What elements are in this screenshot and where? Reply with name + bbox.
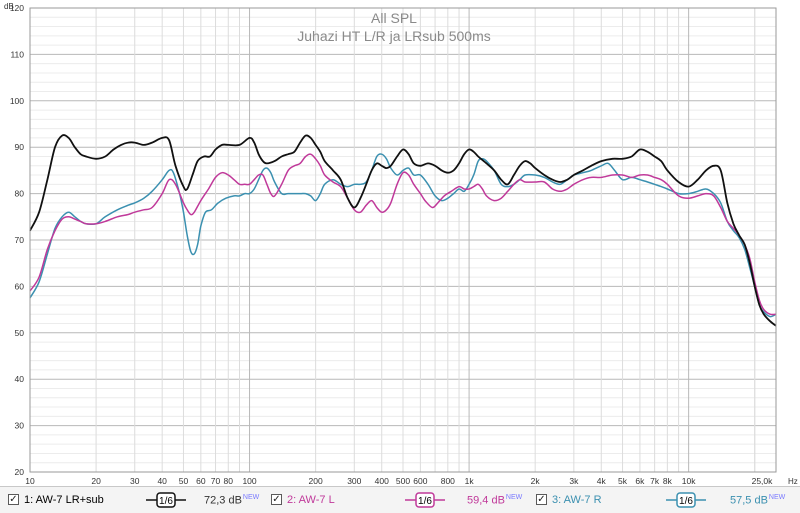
chart-grid: [29, 7, 776, 473]
legend-label-lr-sub: 1: AW-7 LR+sub: [24, 494, 104, 506]
y-tick-label: 80: [15, 189, 25, 199]
checkbox-lr-sub[interactable]: ✓: [8, 494, 19, 505]
x-tick-label: 7k: [650, 476, 660, 486]
x-tick-label: 3k: [569, 476, 579, 486]
y-tick-label: 30: [15, 421, 25, 431]
x-tick-labels: 10 20 30 40 50 60 70 80 100 200 300 400 500 600 800 1k 2…: [25, 476, 773, 486]
x-tick-label: 100: [242, 476, 256, 486]
x-axis-unit: Hz: [788, 477, 798, 486]
new-badge-r: NEW: [768, 494, 786, 501]
series-lines: [29, 134, 777, 327]
spl-chart: All SPL Juhazi HT L/R ja LRsub 500ms dB …: [4, 2, 798, 486]
level-value-lr-sub: 72,3 dB: [204, 494, 242, 507]
y-tick-label: 50: [15, 328, 25, 338]
legend-entry-r: ✓ 3: AW-7 R 1/6 57,5 dBNEW: [536, 487, 798, 513]
x-tick-label: 50: [179, 476, 189, 486]
plot-frame: [29, 7, 777, 473]
y-tick-label: 40: [15, 374, 25, 384]
new-badge-lr-sub: NEW: [242, 494, 260, 501]
level-value-l: 59,4 dB: [467, 494, 505, 507]
x-tick-label: 10k: [682, 476, 696, 486]
y-tick-label: 70: [15, 235, 25, 245]
x-tick-label: 40: [157, 476, 167, 486]
y-tick-label: 90: [15, 142, 25, 152]
y-tick-labels: 20 30 40 50 60 70 80 90 100 110 120: [10, 3, 24, 477]
legend-entry-lr-sub: ✓ 1: AW-7 LR+sub 1/6 72,3 dBNEW: [8, 487, 268, 513]
x-tick-label: 60: [196, 476, 206, 486]
new-badge-l: NEW: [505, 494, 523, 501]
level-l: 59,4 dBNEW: [467, 494, 522, 507]
x-tick-label: 70: [211, 476, 221, 486]
x-tick-label: 10: [25, 476, 35, 486]
y-tick-label: 120: [10, 3, 24, 13]
smoothing-selector-r[interactable]: 1/6: [666, 491, 706, 509]
x-tick-label: 80: [224, 476, 234, 486]
checkbox-r[interactable]: ✓: [536, 494, 547, 505]
x-tick-label: 400: [375, 476, 389, 486]
x-tick-label: 600: [413, 476, 427, 486]
y-axis-unit: dB: [4, 2, 14, 11]
smoothing-selector-lr-sub[interactable]: 1/6: [146, 491, 186, 509]
chart-subtitle: Juhazi HT L/R ja LRsub 500ms: [297, 28, 491, 44]
y-tick-label: 60: [15, 281, 25, 291]
x-tick-label: 8k: [663, 476, 673, 486]
series-line-1: [29, 134, 777, 327]
legend-bar: ✓ 1: AW-7 LR+sub 1/6 72,3 dBNEW ✓ 2: AW-…: [0, 486, 800, 513]
x-tick-label: 800: [441, 476, 455, 486]
level-value-r: 57,5 dB: [730, 494, 768, 507]
chart-title: All SPL: [371, 10, 417, 26]
y-tick-label: 20: [15, 467, 25, 477]
smoothing-value-l: 1/6: [418, 496, 432, 507]
x-tick-label: 4k: [597, 476, 607, 486]
series-line-2: [29, 153, 777, 316]
legend-entry-l: ✓ 2: AW-7 L 1/6 59,4 dBNEW: [271, 487, 533, 513]
checkbox-l[interactable]: ✓: [271, 494, 282, 505]
legend-label-l: 2: AW-7 L: [287, 494, 335, 506]
x-tick-label: 30: [130, 476, 140, 486]
x-tick-label: 500: [396, 476, 410, 486]
level-lr-sub: 72,3 dBNEW: [204, 494, 259, 507]
x-tick-label: 20: [91, 476, 101, 486]
smoothing-value-lr-sub: 1/6: [159, 496, 173, 507]
level-r: 57,5 dBNEW: [730, 494, 785, 507]
smoothing-selector-l[interactable]: 1/6: [405, 491, 445, 509]
x-tick-label: 1k: [465, 476, 475, 486]
x-tick-label: 5k: [618, 476, 628, 486]
x-tick-label: 200: [309, 476, 323, 486]
legend-label-r: 3: AW-7 R: [552, 494, 602, 506]
y-tick-label: 100: [10, 96, 24, 106]
smoothing-value-r: 1/6: [679, 496, 693, 507]
y-tick-label: 110: [10, 49, 24, 59]
x-tick-label: 300: [347, 476, 361, 486]
x-tick-label: 6k: [635, 476, 645, 486]
x-tick-label: 2k: [531, 476, 541, 486]
x-tick-label: 25,0k: [752, 476, 774, 486]
